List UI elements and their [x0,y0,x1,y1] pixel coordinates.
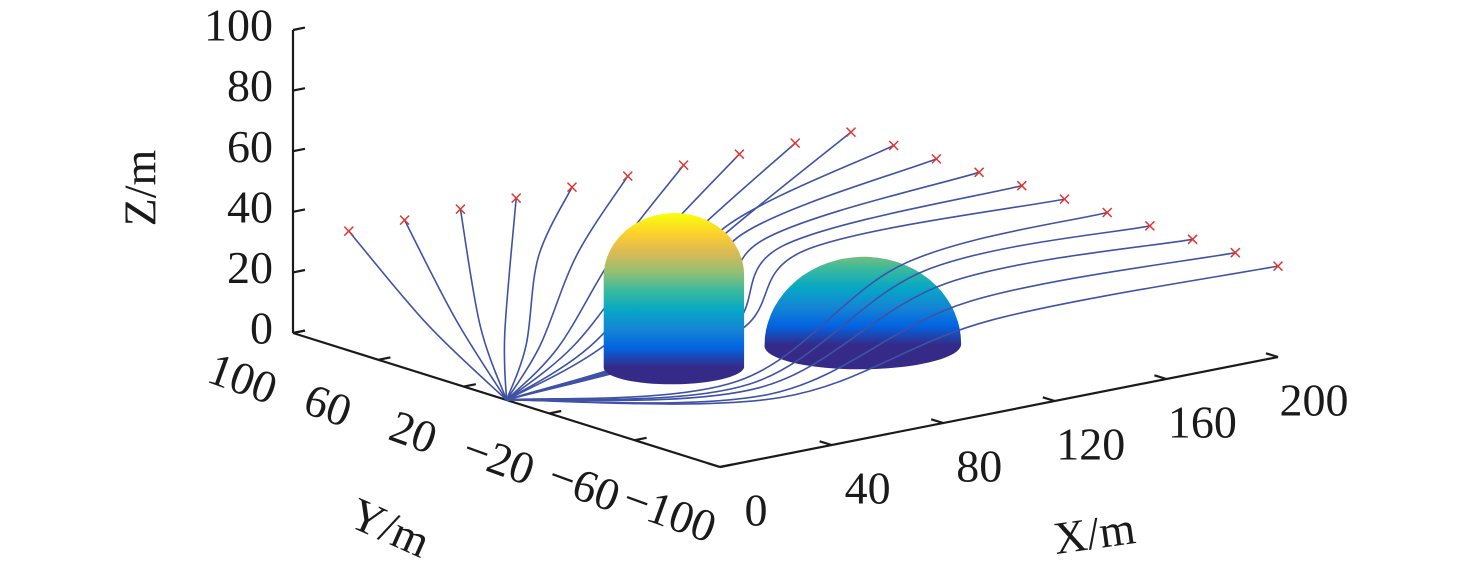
x-axis-title: X/m [1050,502,1138,564]
y-tick-label: −20 [456,422,541,495]
trajectory [505,164,685,401]
target-marker [974,167,985,178]
target-marker [1016,180,1027,191]
x-tick-label: 40 [845,463,891,514]
trajectory [506,238,1193,402]
y-tick-label: 60 [298,373,359,437]
target-marker [455,204,466,215]
z-tick-label: 40 [227,181,273,232]
y-tick [292,329,306,335]
target-marker [1187,234,1198,245]
target-marker [1230,247,1241,258]
target-marker [399,215,410,226]
target-marker [1144,220,1155,231]
trajectory [506,198,1065,401]
target-marker [845,127,857,138]
target-marker [343,226,354,237]
z-tick [292,208,306,213]
y-tick [463,383,477,388]
target-marker [566,182,578,193]
y-axis-title: Y/m [342,488,438,568]
z-axis-title: Z/m [115,149,166,226]
target-marker [931,153,942,164]
z-tick-label: 60 [227,121,273,172]
z-tick [292,87,306,92]
z-tick [292,26,306,32]
x-tick [1154,374,1167,381]
target-marker [888,140,899,151]
target-marker [622,171,633,182]
x-tick-label: 0 [745,485,768,536]
x-axis [719,355,1279,469]
target-marker [1272,261,1284,272]
y-tick [719,463,733,469]
trajectory [506,225,1151,401]
x-tick [707,462,721,469]
x-tick-label: 80 [956,441,1002,492]
obstacle-cylinder [603,213,745,385]
x-tick-label: 120 [1056,419,1125,470]
y-tick [548,409,562,415]
z-tick [292,268,306,274]
trajectory [403,219,508,401]
x-tick [1042,396,1056,403]
y-tick-label: 20 [383,400,444,464]
y-tick [378,356,391,361]
trajectory [503,198,517,401]
x-tick-label: 200 [1280,375,1349,426]
z-tick-label: 0 [250,303,273,354]
x-tick-label: 160 [1168,397,1237,448]
trajectory [459,208,508,401]
z-tick [292,147,306,153]
target-marker [678,160,689,171]
z-tick-label: 80 [227,60,273,111]
y-tick-label: −100 [616,472,723,552]
x-tick [930,418,944,425]
trajectory [348,230,508,401]
target-marker [511,193,522,204]
target-marker [1102,207,1113,218]
x-tick [1265,352,1279,359]
z-tick-label: 100 [204,0,273,51]
y-tick-label: −60 [542,449,627,522]
x-tick [819,440,832,447]
z-tick-label: 20 [227,242,273,293]
trajectory [505,175,629,401]
target-marker [790,138,801,149]
obstacle-hemisphere [764,256,962,370]
target-marker [734,149,745,160]
target-marker [1059,194,1070,205]
trajectory [506,265,1279,405]
trajectory [505,186,573,401]
trajectory [506,211,1108,401]
y-tick [634,436,647,442]
